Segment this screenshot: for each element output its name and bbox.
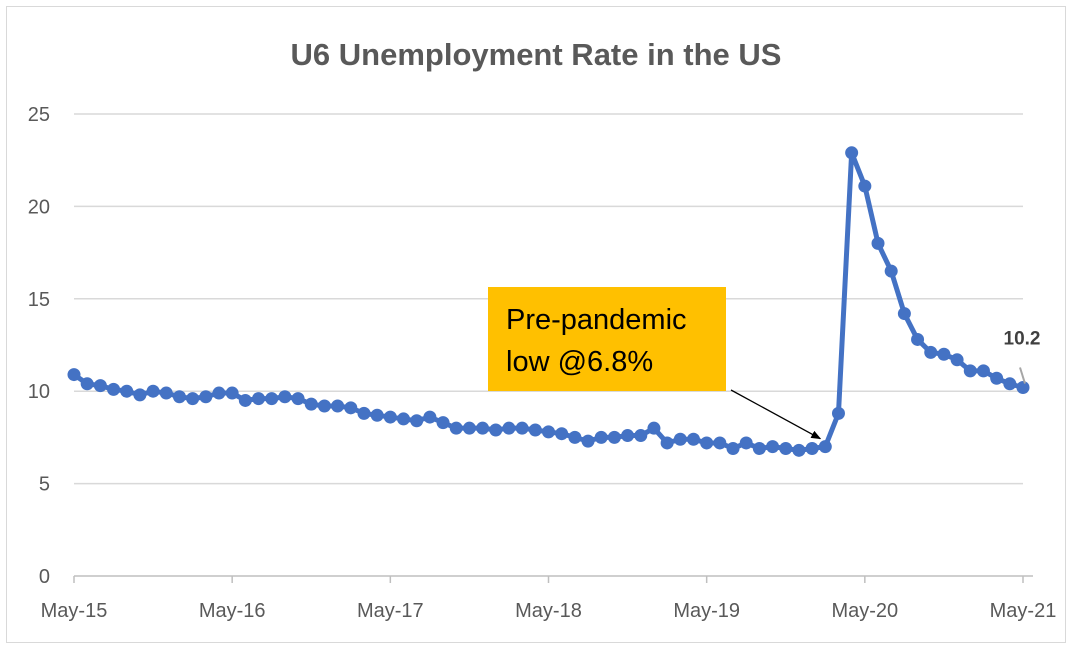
data-point <box>766 440 780 454</box>
end-value-label: 10.2 <box>1004 329 1041 384</box>
data-point <box>845 146 859 160</box>
data-point <box>80 377 94 391</box>
data-point <box>397 412 411 426</box>
data-point <box>713 436 727 450</box>
y-axis-ticks: 0 5 10 15 20 25 <box>28 104 50 588</box>
data-point <box>199 390 213 404</box>
data-point <box>937 347 951 361</box>
x-tick-label: May-20 <box>831 600 898 622</box>
data-point <box>858 179 872 193</box>
y-tick-label: 15 <box>28 289 50 311</box>
data-point <box>344 401 358 415</box>
end-label-leader-line <box>1019 367 1026 384</box>
data-point <box>133 388 147 402</box>
data-point <box>489 423 503 437</box>
data-point <box>660 436 674 450</box>
data-point <box>924 345 938 359</box>
data-point <box>238 393 252 407</box>
data-point <box>172 390 186 404</box>
data-point <box>436 416 450 430</box>
data-point <box>265 392 279 406</box>
x-tick-label: May-19 <box>673 600 740 622</box>
data-point <box>634 429 648 443</box>
data-point <box>423 410 437 424</box>
data-point <box>976 364 990 378</box>
data-point <box>1016 381 1030 395</box>
data-point <box>212 386 226 400</box>
x-tick-label: May-16 <box>199 600 266 622</box>
data-point <box>120 384 134 398</box>
data-point <box>93 379 107 393</box>
end-value-text: 10.2 <box>1004 329 1041 350</box>
y-tick-label: 20 <box>28 196 50 218</box>
y-tick-label: 25 <box>28 104 50 126</box>
data-point <box>107 382 121 396</box>
data-point <box>621 429 635 443</box>
x-tick-label: May-21 <box>990 600 1057 622</box>
data-point <box>383 410 397 424</box>
data-point <box>502 421 516 435</box>
data-point <box>278 390 292 404</box>
data-point <box>449 421 463 435</box>
data-point <box>542 425 555 439</box>
data-point <box>357 406 371 420</box>
data-point <box>700 436 714 450</box>
data-point <box>146 384 160 398</box>
data-point <box>673 432 687 446</box>
callout-line-1: Pre-pandemic <box>506 304 687 336</box>
data-point <box>647 421 661 435</box>
data-point <box>594 430 608 444</box>
chart-title: U6 Unemployment Rate in the US <box>291 37 782 72</box>
x-tick-label: May-18 <box>515 600 582 622</box>
data-point <box>159 386 173 400</box>
data-point <box>805 441 819 455</box>
data-point <box>739 436 753 450</box>
data-point <box>186 392 200 406</box>
data-point <box>515 421 529 435</box>
data-point <box>884 264 898 278</box>
data-point <box>752 441 766 455</box>
data-point <box>252 392 266 406</box>
data-point <box>871 236 885 250</box>
data-point <box>67 368 81 382</box>
callout-arrow <box>730 389 822 440</box>
data-point <box>304 397 318 411</box>
data-point <box>291 392 305 406</box>
data-point <box>831 406 845 420</box>
data-point <box>225 386 239 400</box>
x-tick-label: May-15 <box>41 600 108 622</box>
data-point <box>779 441 793 455</box>
callout-line-2: low @6.8% <box>506 346 653 378</box>
data-point <box>555 427 569 441</box>
data-point <box>792 443 806 457</box>
data-point <box>818 440 832 454</box>
data-point <box>607 430 621 444</box>
data-point <box>990 371 1004 385</box>
data-point <box>331 399 345 413</box>
data-point <box>462 421 476 435</box>
series-u6-rate <box>67 146 1030 457</box>
data-point <box>476 421 490 435</box>
y-tick-label: 0 <box>39 566 50 588</box>
data-point <box>911 332 925 346</box>
y-tick-label: 5 <box>39 474 50 496</box>
data-point <box>568 430 582 444</box>
data-point <box>963 364 977 378</box>
data-point <box>897 307 911 321</box>
pre-pandemic-callout: Pre-pandemic low @6.8% <box>488 287 822 440</box>
data-point <box>581 434 595 448</box>
callout-box <box>488 287 726 391</box>
data-point <box>410 414 424 428</box>
data-point <box>950 353 964 367</box>
data-point <box>1003 377 1017 391</box>
data-point <box>528 423 542 437</box>
data-point <box>317 399 331 413</box>
x-tick-label: May-17 <box>357 600 424 622</box>
x-axis: May-15 May-16 May-17 May-18 May-19 May-20 May-… <box>41 575 1057 622</box>
data-point <box>686 432 700 446</box>
data-point <box>370 408 384 422</box>
data-point <box>726 441 740 455</box>
y-tick-label: 10 <box>28 381 50 403</box>
